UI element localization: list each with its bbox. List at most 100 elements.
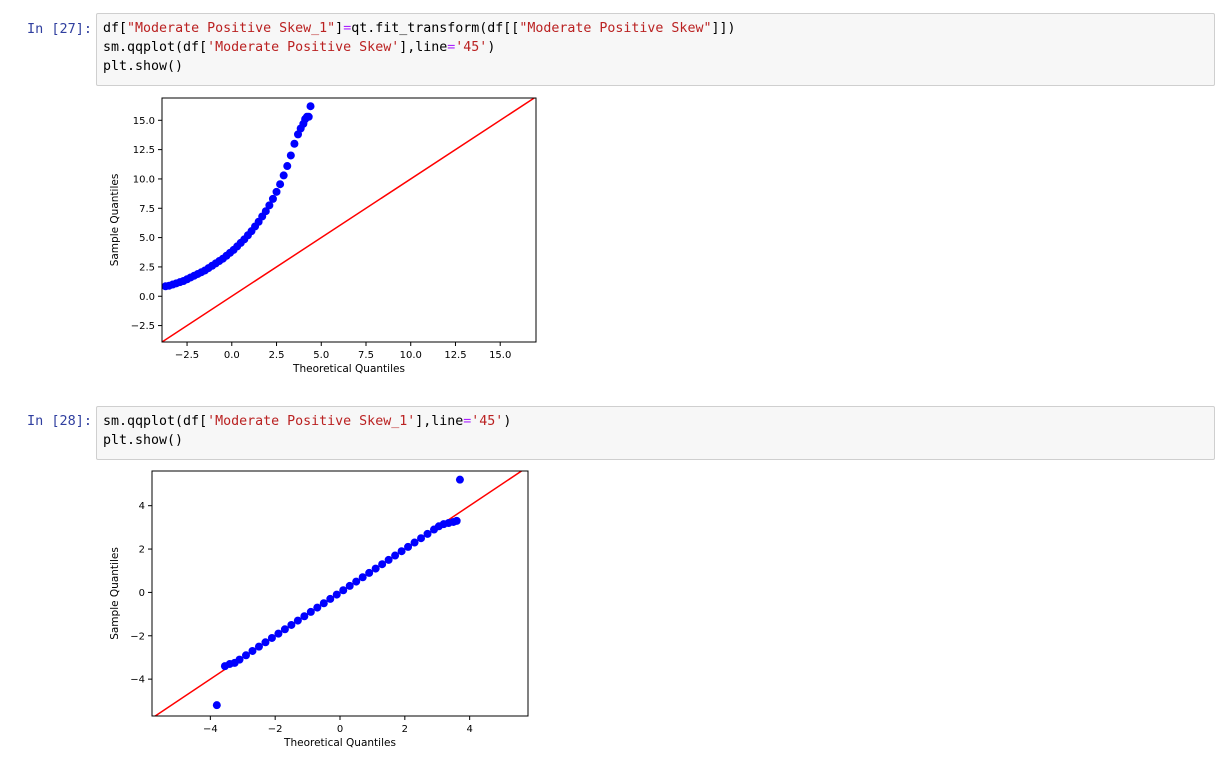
cell-prompt: In [27]: — [26, 21, 92, 37]
code-operator: = — [343, 21, 352, 36]
y-tick-label: −2.5 — [131, 321, 155, 332]
data-point — [276, 180, 285, 189]
data-point — [319, 599, 328, 608]
data-point — [242, 651, 250, 660]
data-point — [283, 162, 292, 171]
data-point — [384, 555, 393, 564]
data-point — [287, 620, 296, 629]
y-tick-label: 15.0 — [133, 116, 155, 127]
code-token: sm.qqplot(df[ — [103, 414, 208, 429]
code-string: 'Moderate Positive Skew_1' — [207, 414, 416, 429]
data-point — [267, 633, 276, 642]
x-tick-label: −4 — [203, 724, 218, 735]
data-point — [358, 573, 367, 582]
data-point — [300, 612, 309, 621]
data-point — [391, 551, 400, 560]
y-axis-label: Sample Quantiles — [109, 174, 121, 267]
data-point — [272, 187, 281, 196]
y-tick-label: −4 — [130, 675, 145, 686]
data-point — [274, 629, 283, 638]
data-point — [235, 655, 244, 664]
data-point — [410, 538, 419, 547]
data-point — [326, 594, 335, 603]
x-tick-label: 7.5 — [358, 350, 374, 361]
code-token: sm.qqplot(df[ — [103, 40, 208, 55]
data-point — [371, 564, 380, 573]
x-tick-label: 2.5 — [269, 350, 285, 361]
y-tick-label: 2.5 — [139, 262, 155, 273]
data-point — [345, 581, 354, 590]
data-point — [423, 529, 432, 538]
data-point — [332, 590, 341, 599]
x-axis-label: Theoretical Quantiles — [283, 737, 396, 749]
code-input-area[interactable]: sm.qqplot(df['Moderate Positive Skew_1']… — [96, 406, 1215, 460]
x-axis-label: Theoretical Quantiles — [292, 363, 405, 375]
data-point — [268, 194, 277, 203]
code-token: plt.show() — [103, 59, 184, 74]
code-token: ]]) — [711, 21, 736, 36]
code-token: df[ — [103, 21, 128, 36]
data-point — [306, 607, 315, 616]
code-token: ) — [487, 40, 496, 55]
data-point — [404, 542, 413, 551]
y-tick-label: 7.5 — [139, 204, 155, 215]
data-point — [265, 201, 274, 210]
code-text[interactable]: sm.qqplot(df['Moderate Positive Skew_1']… — [97, 407, 1214, 450]
data-point — [397, 547, 406, 556]
cell-prompt: In [28]: — [26, 413, 92, 429]
code-token: qt.fit_transform(df[[ — [351, 21, 520, 36]
data-point — [261, 207, 270, 216]
data-point — [304, 112, 313, 121]
x-tick-label: 2 — [402, 724, 408, 735]
data-point — [212, 701, 221, 710]
y-tick-label: 5.0 — [139, 233, 155, 244]
y-axis-label: Sample Quantiles — [109, 547, 121, 640]
data-point — [261, 638, 270, 647]
code-input-area[interactable]: df["Moderate Positive Skew_1"]=qt.fit_tr… — [96, 13, 1215, 86]
x-tick-label: 5.0 — [313, 350, 329, 361]
data-point — [280, 625, 289, 634]
axes-frame — [161, 97, 537, 343]
x-tick-label: 12.5 — [444, 350, 466, 361]
code-string: '45' — [455, 40, 488, 55]
code-text[interactable]: df["Moderate Positive Skew_1"]=qt.fit_tr… — [97, 14, 1214, 76]
y-tick-label: 10.0 — [133, 174, 155, 185]
y-tick-label: −2 — [130, 631, 145, 642]
code-string: "Moderate Positive Skew_1" — [127, 21, 336, 36]
code-token: ) — [503, 414, 512, 429]
data-point — [339, 586, 348, 595]
x-tick-label: −2 — [268, 724, 283, 735]
y-tick-label: 2 — [139, 545, 145, 556]
x-tick-label: 0 — [337, 724, 343, 735]
code-token: ] — [335, 21, 344, 36]
data-point — [254, 642, 263, 651]
data-point — [306, 102, 315, 111]
y-tick-label: 4 — [139, 501, 145, 512]
data-point — [452, 516, 461, 525]
data-point — [313, 603, 322, 612]
x-tick-label: −2.5 — [175, 350, 199, 361]
data-point — [293, 616, 302, 625]
data-point — [290, 139, 299, 148]
code-operator: = — [447, 40, 456, 55]
y-tick-label: 12.5 — [133, 145, 155, 156]
data-point — [378, 560, 387, 569]
y-tick-label: 0.0 — [139, 292, 155, 303]
data-point — [455, 475, 464, 484]
data-point — [365, 568, 374, 577]
code-token: ],line — [415, 414, 464, 429]
data-point — [248, 646, 257, 655]
code-string: 'Moderate Positive Skew' — [207, 40, 400, 55]
x-tick-label: 15.0 — [489, 350, 511, 361]
qq-plot: −2.5 0.0 2.5 5.0 7.5 10.0 12.5 15.0 −2.5 0.0 2.5 5.… — [109, 97, 537, 375]
code-operator: = — [463, 414, 472, 429]
x-tick-label: 4 — [466, 724, 472, 735]
data-point — [352, 577, 361, 586]
x-tick-label: 10.0 — [400, 350, 422, 361]
y-tick-label: 0 — [139, 588, 145, 599]
code-token: ],line — [399, 40, 448, 55]
code-token: plt.show() — [103, 433, 184, 448]
reference-line — [162, 98, 536, 342]
data-point — [279, 171, 288, 180]
data-point — [286, 151, 295, 160]
